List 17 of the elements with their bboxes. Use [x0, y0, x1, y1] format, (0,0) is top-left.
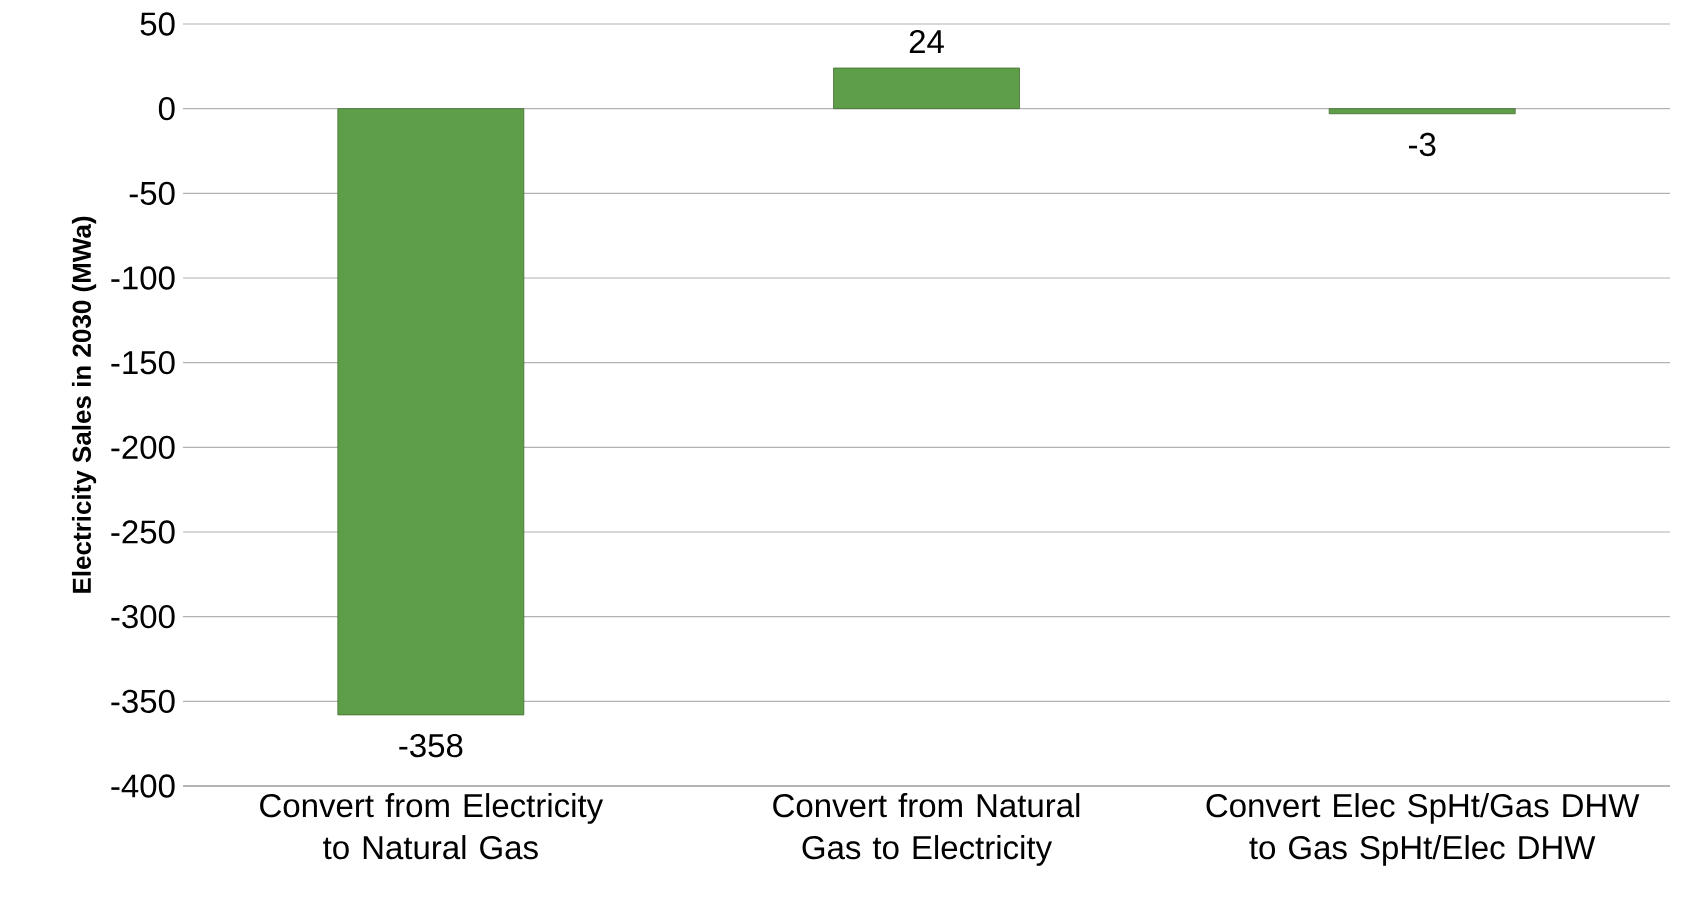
data-label: -358	[399, 733, 463, 758]
y-tick-label: -50	[129, 181, 175, 205]
y-tick-label: -400	[111, 774, 175, 798]
y-tick-label: -300	[111, 604, 175, 629]
x-tick-label: Convert from Electricity to Natural Gas	[260, 793, 604, 860]
y-axis-title: Electricity Sales in 2030 (MWa)	[71, 216, 97, 593]
y-tick-label: -150	[111, 350, 175, 375]
data-label: -3	[1408, 132, 1436, 157]
y-tick-label: 50	[140, 12, 175, 36]
data-label: 24	[909, 29, 944, 53]
y-tick-label: 0	[158, 96, 175, 121]
y-tick-label: -350	[111, 689, 175, 713]
x-tick-label: Convert Elec SpHt/Gas DHW to Gas SpHt/Elec DHW	[1206, 793, 1640, 866]
x-tick-label: Convert from Natural Gas to Electricity	[773, 793, 1080, 866]
y-tick-label: -250	[111, 520, 175, 544]
y-tick-label: -100	[111, 266, 175, 290]
y-tick-label: -200	[111, 435, 175, 459]
